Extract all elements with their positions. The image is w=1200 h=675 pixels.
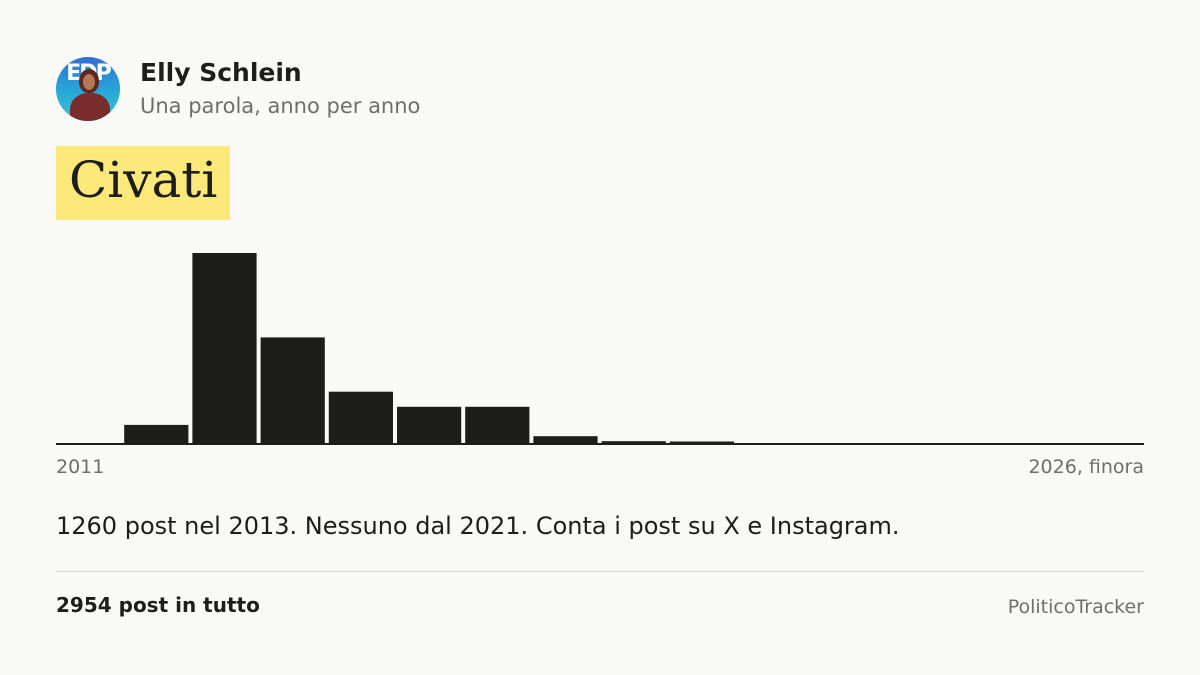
bar-2020 bbox=[669, 441, 734, 443]
brand-label: PoliticoTracker bbox=[1007, 596, 1144, 618]
bar-chart-svg bbox=[56, 253, 1144, 445]
bar-chart bbox=[56, 244, 1144, 446]
x-axis-end-label: 2026, finora bbox=[1028, 456, 1144, 478]
bar-2012 bbox=[124, 424, 189, 443]
total-posts: 2954 post in tutto bbox=[56, 593, 260, 617]
bar-2015 bbox=[328, 391, 393, 443]
header-titles: Elly Schlein Una parola, anno per anno bbox=[140, 57, 420, 121]
x-axis-start-label: 2011 bbox=[56, 456, 105, 478]
bar-2014 bbox=[260, 337, 325, 443]
summary-text: 1260 post nel 2013. Nessuno dal 2021. Co… bbox=[56, 512, 900, 540]
header: EDP Elly Schlein Una parola, anno per an… bbox=[56, 57, 420, 121]
bar-2013 bbox=[192, 253, 257, 443]
bar-2017 bbox=[465, 406, 530, 443]
x-axis-baseline bbox=[56, 443, 1144, 445]
bar-2019 bbox=[601, 441, 666, 443]
bar-2018 bbox=[533, 436, 598, 443]
politician-name: Elly Schlein bbox=[140, 58, 302, 87]
avatar: EDP bbox=[56, 57, 120, 121]
card-subtitle: Una parola, anno per anno bbox=[140, 94, 421, 118]
avatar-body bbox=[70, 93, 110, 121]
divider bbox=[56, 571, 1144, 572]
bar-2016 bbox=[397, 406, 462, 443]
keyword-highlight: Civati bbox=[56, 146, 231, 220]
avatar-face bbox=[83, 74, 95, 90]
